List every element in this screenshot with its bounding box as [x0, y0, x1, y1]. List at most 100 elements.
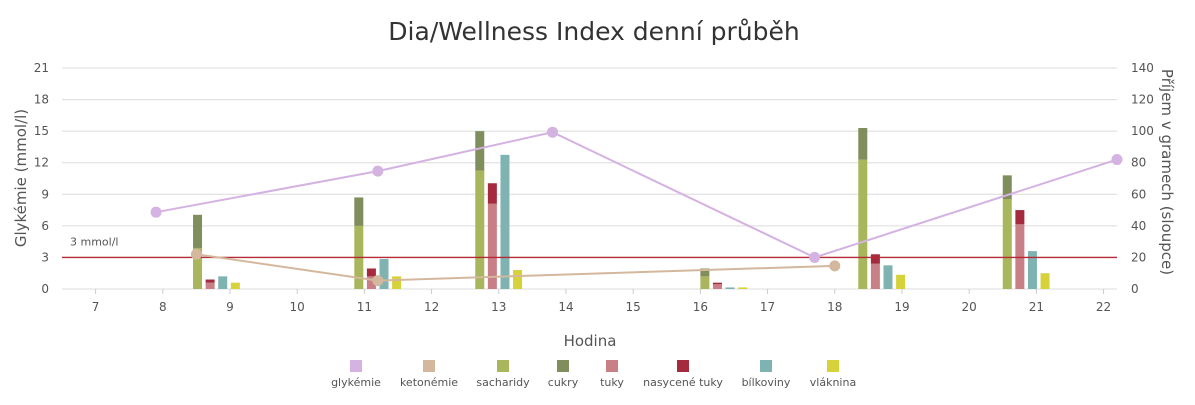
bar-tuky [712, 284, 722, 289]
x-tick-label: 16 [693, 300, 708, 314]
chart-title: Dia/Wellness Index denní průběh [388, 17, 799, 46]
y-left-tick-label: 3 [41, 250, 49, 264]
legend-label-vlaknina: vláknina [810, 376, 856, 389]
y-left-tick-label: 18 [34, 93, 49, 107]
bar-cukry [700, 268, 710, 277]
bar-nasycene-tuky [205, 279, 215, 283]
bar-bilkoviny [500, 154, 510, 289]
bar-nasycene-tuky [870, 254, 880, 264]
bar-tuky [487, 203, 497, 289]
legend-label-ketonemie: ketonémie [400, 376, 458, 389]
bar-nasycene-tuky [366, 268, 376, 277]
line-ketonemie [196, 253, 835, 282]
bar-cukry [193, 214, 203, 248]
x-tick-label: 7 [92, 300, 100, 314]
legend-swatch-tuky [606, 360, 618, 372]
y-left-tick-label: 21 [34, 61, 49, 75]
x-tick-label: 14 [558, 300, 573, 314]
legend-label-cukry: cukry [548, 376, 579, 389]
bar-bilkoviny [725, 287, 735, 289]
axis-layer: 0 0 3 20 6 40 9 60 12 80 15 100 18 120 21 140 7 8 9 10 11 12 1… [34, 61, 1154, 314]
bar-vlaknina [896, 274, 906, 289]
y-left-tick-label: 6 [41, 219, 49, 233]
bar-nasycene-tuky [712, 282, 722, 285]
x-tick-label: 17 [760, 300, 775, 314]
bar-tuky [205, 282, 215, 289]
y-right-tick-label: 20 [1131, 250, 1146, 264]
y-right-tick-label: 100 [1131, 124, 1154, 138]
y-right-tick-label: 140 [1131, 61, 1154, 75]
legend-label-nasycene-tuky: nasycené tuky [643, 376, 723, 389]
grid-layer [62, 67, 1117, 290]
bar-nasycene-tuky [1015, 210, 1025, 225]
x-tick-label: 15 [626, 300, 641, 314]
bar-bilkoviny [218, 276, 228, 289]
bar-sacharidy [858, 159, 868, 289]
legend-swatch-ketonemie [423, 360, 435, 372]
bar-nasycene-tuky [487, 183, 497, 204]
point-ketonemie [829, 260, 841, 272]
point-glykemie [547, 126, 559, 138]
bar-cukry [354, 197, 364, 226]
bars-layer [193, 127, 1050, 289]
y-right-tick-label: 60 [1131, 187, 1146, 201]
legend-label-tuky: tuky [600, 376, 624, 389]
x-tick-label: 21 [1029, 300, 1044, 314]
x-tick-label: 10 [290, 300, 305, 314]
y-left-tick-label: 15 [34, 124, 49, 138]
bar-sacharidy [1002, 199, 1012, 289]
bar-tuky [870, 263, 880, 289]
bar-tuky [1015, 224, 1025, 289]
threshold-label: 3 mmol/l [70, 235, 118, 248]
y-right-tick-label: 120 [1131, 93, 1154, 107]
bar-sacharidy [700, 276, 710, 289]
y-right-tick-label: 0 [1131, 282, 1139, 296]
legend-swatch-bilkoviny [760, 360, 772, 372]
bar-vlaknina [1040, 273, 1050, 289]
y-right-tick-label: 80 [1131, 156, 1146, 170]
x-tick-label: 22 [1096, 300, 1111, 314]
legend: glykémie ketonémie sacharidy cukry tuky nasyc… [331, 360, 856, 389]
legend-label-glykemie: glykémie [331, 376, 381, 389]
bar-sacharidy [475, 170, 485, 289]
y-left-tick-label: 9 [41, 187, 49, 201]
point-ketonemie [372, 275, 384, 287]
legend-label-bilkoviny: bílkoviny [742, 376, 791, 389]
point-glykemie [809, 251, 821, 263]
legend-swatch-nasycene-tuky [677, 360, 689, 372]
bar-bilkoviny [379, 259, 389, 289]
point-glykemie [1111, 154, 1123, 166]
x-tick-label: 19 [894, 300, 909, 314]
y-left-tick-label: 12 [34, 156, 49, 170]
bar-sacharidy [193, 247, 203, 289]
x-tick-label: 8 [159, 300, 167, 314]
y-axis-right-title: Příjem v gramech (sloupce) [1158, 69, 1176, 275]
legend-swatch-sacharidy [497, 360, 509, 372]
threshold-layer: 3 mmol/l [62, 235, 1117, 259]
x-tick-label: 20 [962, 300, 977, 314]
x-tick-label: 9 [226, 300, 234, 314]
bar-cukry [858, 127, 868, 160]
x-tick-label: 13 [491, 300, 506, 314]
legend-swatch-vlaknina [827, 360, 839, 372]
bar-cukry [475, 131, 485, 171]
point-glykemie [150, 206, 162, 218]
bar-cukry [1002, 175, 1012, 200]
lines-layer [150, 126, 1123, 287]
bar-vlaknina [738, 287, 748, 289]
x-axis-title: Hodina [564, 332, 617, 350]
point-ketonemie [190, 248, 202, 260]
bar-tuky [366, 276, 376, 289]
bar-bilkoviny [883, 265, 893, 289]
point-glykemie [372, 165, 384, 177]
y-axis-left-title: Glykémie (mmol/l) [12, 109, 30, 247]
bar-vlaknina [392, 276, 402, 289]
bar-vlaknina [513, 270, 523, 289]
y-right-tick-label: 40 [1131, 219, 1146, 233]
x-tick-label: 12 [424, 300, 439, 314]
x-tick-label: 18 [827, 300, 842, 314]
legend-swatch-cukry [557, 360, 569, 372]
bar-vlaknina [230, 282, 240, 289]
